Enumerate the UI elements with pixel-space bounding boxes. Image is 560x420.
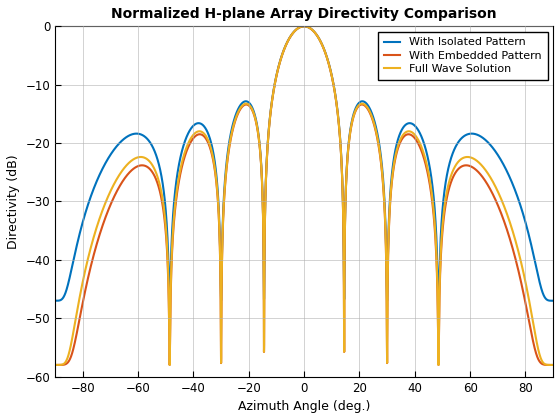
Full Wave Solution bbox=[376, 144, 382, 150]
With Embedded Pattern bbox=[550, 362, 557, 368]
Line: Full Wave Solution: Full Wave Solution bbox=[55, 26, 553, 365]
With Embedded Pattern bbox=[423, 166, 430, 171]
With Embedded Pattern bbox=[461, 163, 468, 168]
Full Wave Solution bbox=[423, 162, 430, 167]
With Isolated Pattern bbox=[351, 111, 357, 116]
Line: With Embedded Pattern: With Embedded Pattern bbox=[55, 26, 553, 365]
Full Wave Solution bbox=[351, 113, 357, 118]
With Isolated Pattern bbox=[52, 298, 58, 303]
Y-axis label: Directivity (dB): Directivity (dB) bbox=[7, 154, 20, 249]
With Isolated Pattern bbox=[550, 298, 557, 303]
With Embedded Pattern bbox=[142, 163, 149, 168]
Title: Normalized H-plane Array Directivity Comparison: Normalized H-plane Array Directivity Com… bbox=[111, 7, 497, 21]
Full Wave Solution bbox=[52, 362, 58, 368]
X-axis label: Azimuth Angle (deg.): Azimuth Angle (deg.) bbox=[238, 400, 370, 413]
Full Wave Solution bbox=[142, 156, 149, 161]
With Isolated Pattern bbox=[461, 133, 468, 138]
With Embedded Pattern bbox=[242, 102, 249, 107]
With Isolated Pattern bbox=[423, 151, 430, 156]
With Isolated Pattern bbox=[301, 24, 307, 29]
Legend: With Isolated Pattern, With Embedded Pattern, Full Wave Solution: With Isolated Pattern, With Embedded Pat… bbox=[378, 32, 548, 80]
Full Wave Solution bbox=[242, 101, 249, 106]
With Embedded Pattern bbox=[351, 113, 357, 118]
Line: With Isolated Pattern: With Isolated Pattern bbox=[55, 26, 553, 301]
Full Wave Solution bbox=[461, 155, 468, 160]
With Isolated Pattern bbox=[142, 135, 149, 140]
With Embedded Pattern bbox=[376, 146, 382, 151]
With Embedded Pattern bbox=[301, 24, 307, 29]
With Embedded Pattern bbox=[52, 362, 58, 368]
Full Wave Solution bbox=[550, 362, 557, 368]
With Isolated Pattern bbox=[376, 140, 382, 145]
With Isolated Pattern bbox=[242, 99, 249, 104]
Full Wave Solution bbox=[301, 24, 307, 29]
